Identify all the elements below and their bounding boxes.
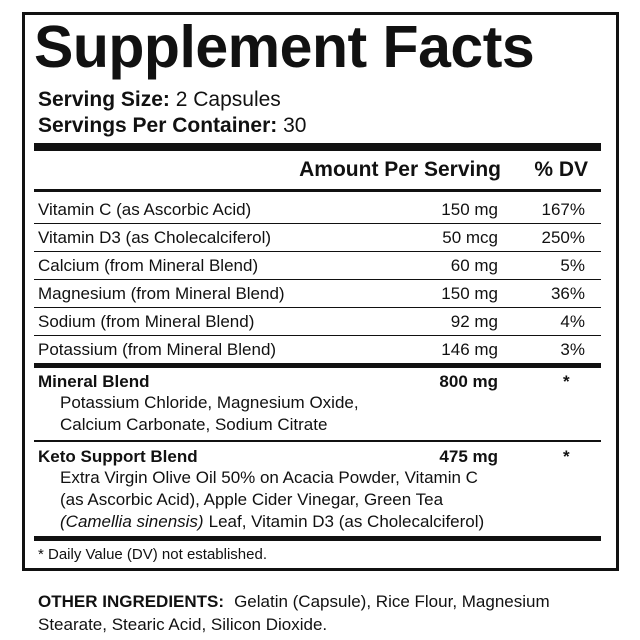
- nutrient-dv: 3%: [560, 340, 585, 359]
- label: OTHER INGREDIENTS:: [38, 592, 225, 611]
- row-rule: [34, 335, 601, 336]
- nutrient-amount: 150 mg: [441, 200, 498, 219]
- amount-header: Amount Per Serving: [299, 158, 501, 181]
- label: Servings Per Container:: [38, 114, 278, 137]
- nutrient-dv: 167%: [541, 200, 585, 219]
- blend-ingredients: (Camellia sinensis) Leaf, Vitamin D3 (as …: [60, 512, 484, 532]
- other-ingredients-line: Stearate, Stearic Acid, Silicon Dioxide.: [38, 615, 328, 634]
- nutrient-name: Magnesium (from Mineral Blend): [38, 284, 285, 303]
- ingredient-rest: Leaf, Vitamin D3 (as Cholecalciferol): [208, 512, 485, 531]
- row-rule: [34, 251, 601, 252]
- blend-name: Keto Support Blend: [38, 447, 198, 466]
- title: Supplement Facts: [34, 14, 535, 80]
- italic-ingredient: (Camellia sinensis): [60, 512, 204, 531]
- nutrient-amount: 146 mg: [441, 340, 498, 359]
- blend-ingredients: (as Ascorbic Acid), Apple Cider Vinegar,…: [60, 490, 444, 509]
- nutrient-amount: 50 mcg: [442, 228, 498, 247]
- nutrient-name: Sodium (from Mineral Blend): [38, 312, 255, 331]
- nutrient-amount: 150 mg: [441, 284, 498, 303]
- nutrient-amount: 92 mg: [450, 312, 498, 331]
- nutrient-dv: 250%: [541, 228, 585, 247]
- serving-size: Serving Size: 2 Capsules: [38, 88, 281, 112]
- other-ingredients: OTHER INGREDIENTS: Gelatin (Capsule), Ric…: [38, 590, 550, 613]
- row-rule: [34, 307, 601, 308]
- label: Serving Size:: [38, 88, 170, 111]
- rule: [34, 440, 601, 442]
- blend-name: Mineral Blend: [38, 372, 150, 391]
- nutrient-amount: 60 mg: [450, 256, 498, 275]
- blend-dv: *: [563, 447, 570, 466]
- nutrient-dv: 5%: [560, 256, 585, 275]
- line: Gelatin (Capsule), Rice Flour, Magnesium: [234, 592, 550, 611]
- nutrient-name: Calcium (from Mineral Blend): [38, 256, 259, 275]
- nutrient-name: Potassium (from Mineral Blend): [38, 340, 277, 359]
- dv-header: % DV: [534, 158, 588, 181]
- footnote: * Daily Value (DV) not established.: [38, 546, 267, 563]
- blend-ingredients: Potassium Chloride, Magnesium Oxide,: [60, 393, 359, 412]
- row-rule: [34, 279, 601, 280]
- thick-rule: [34, 143, 601, 151]
- label-border: [22, 12, 619, 571]
- nutrient-name: Vitamin D3 (as Cholecalciferol): [38, 228, 272, 247]
- thick-rule: [34, 363, 601, 368]
- blend-amount: 475 mg: [439, 447, 498, 466]
- thick-rule: [34, 536, 601, 541]
- rule: [34, 189, 601, 192]
- value: 30: [283, 114, 307, 137]
- value: 2 Capsules: [175, 88, 281, 111]
- nutrient-dv: 36%: [550, 284, 585, 303]
- nutrient-name: Vitamin C (as Ascorbic Acid): [38, 200, 252, 219]
- blend-ingredients: Calcium Carbonate, Sodium Citrate: [60, 415, 328, 434]
- blend-ingredients: Extra Virgin Olive Oil 50% on Acacia Pow…: [60, 468, 478, 487]
- nutrient-dv: 4%: [560, 312, 585, 331]
- row-rule: [34, 223, 601, 224]
- blend-dv: *: [563, 372, 570, 391]
- blend-amount: 800 mg: [439, 372, 498, 391]
- servings-per-container: Servings Per Container: 30: [38, 114, 306, 138]
